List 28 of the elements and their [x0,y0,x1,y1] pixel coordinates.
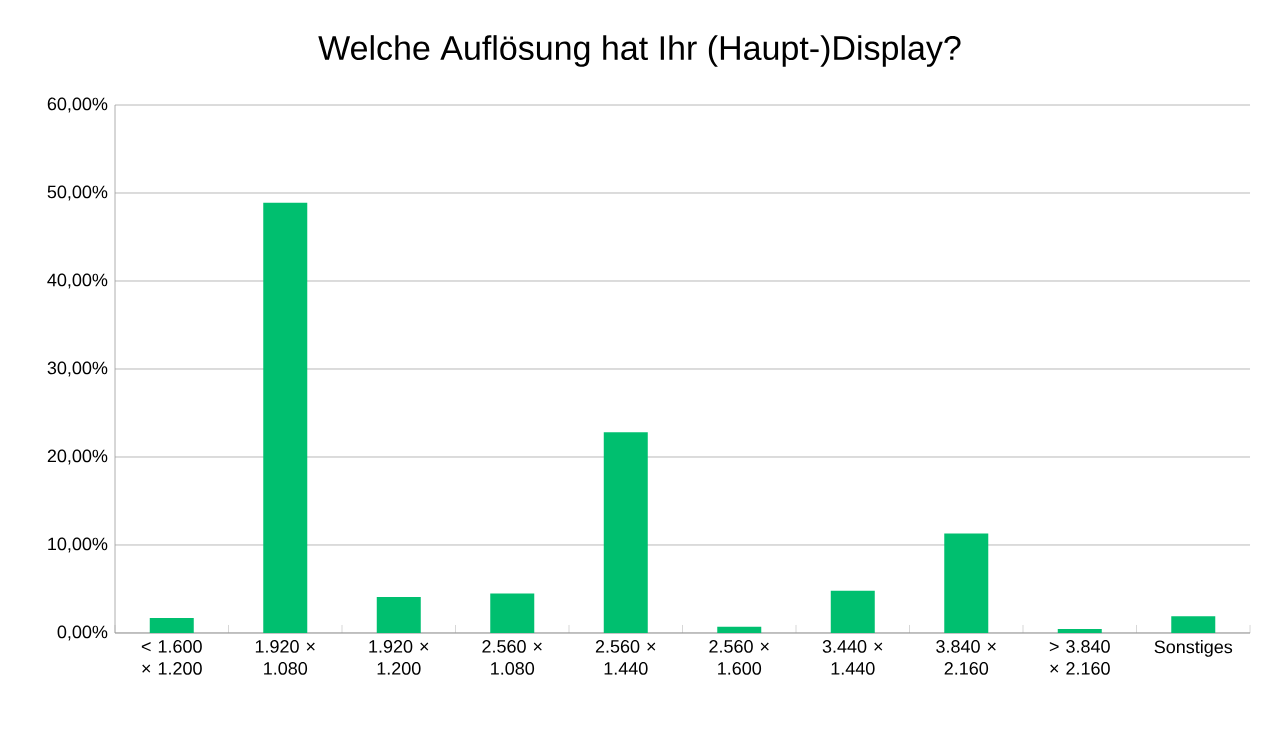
y-tick-label: 20,00% [47,449,108,465]
bar [490,593,535,633]
x-tick-label: 3.440 × 1.440 [822,640,883,675]
x-tick-label: < 1.600 × 1.200 [141,640,202,675]
bar [1171,616,1216,633]
x-tick-label: 2.560 × 1.440 [595,640,656,675]
bar [830,590,875,633]
bar [149,618,194,633]
x-tick-label: Sonstiges [1154,640,1233,657]
bar [1057,629,1102,633]
bar [376,596,421,633]
x-tick-label: 3.840 × 2.160 [936,640,996,675]
bar [263,202,308,633]
y-tick-label: 60,00% [47,97,108,113]
y-tick-label: 0,00% [57,625,108,641]
x-tick-label: 1.920 × 1.200 [369,640,429,675]
y-tick-label: 10,00% [48,537,108,553]
x-tick-label: 2.560 × 1.600 [709,640,769,675]
x-tick-label: 1.920 × 1.080 [255,640,315,675]
bar [717,626,762,633]
bar [944,533,989,633]
bar [603,432,648,633]
y-tick-label: 30,00% [47,361,108,377]
x-tick-label: > 3.840 × 2.160 [1049,640,1110,675]
x-tick-label: 2.560 × 1.080 [482,640,542,675]
chart-title: Welche Auflösung hat Ihr (Haupt-)Display? [318,35,961,67]
y-tick-label: 40,00% [47,273,108,289]
y-tick-label: 50,00% [47,185,108,201]
